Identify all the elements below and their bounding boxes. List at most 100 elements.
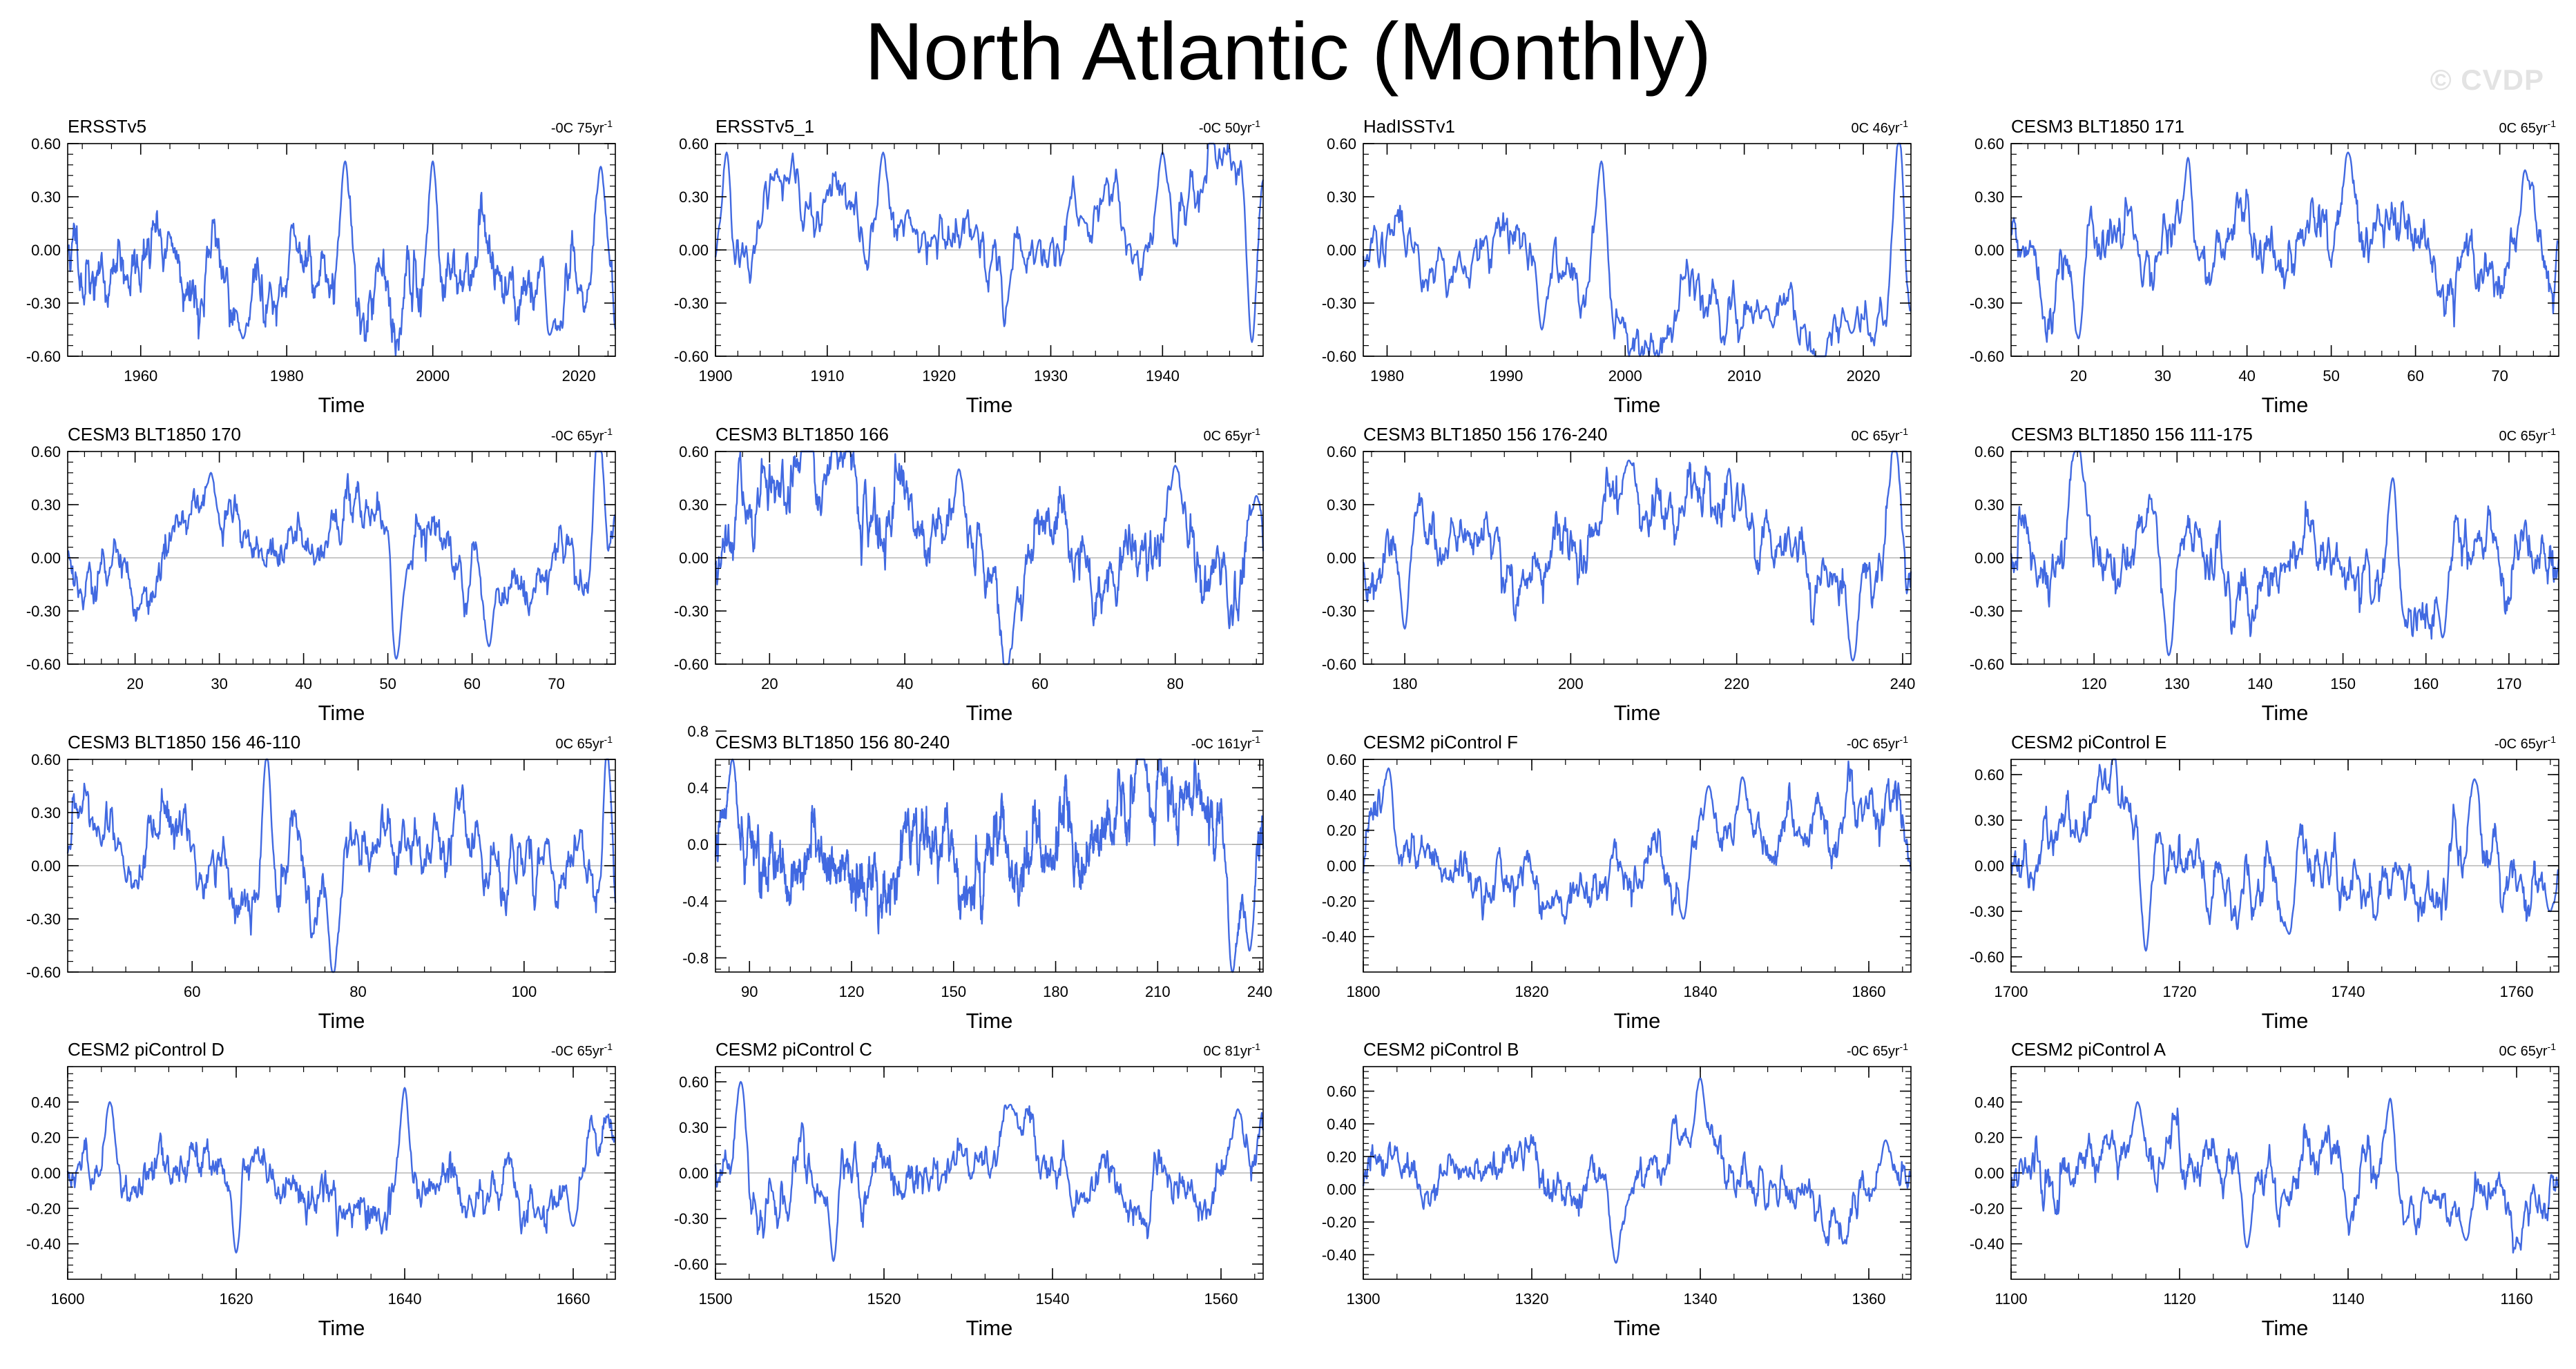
y-tick-label: 0.20 [1327, 1148, 1356, 1165]
x-tick-label: 1960 [124, 367, 157, 385]
x-tick-label: 1100 [1995, 1290, 2027, 1308]
x-tick-label: 60 [1032, 675, 1048, 692]
y-tick-label: -0.60 [1322, 656, 1356, 673]
chart-panel-10: CESM3 BLT1850 156 80-240 -0C 161yr-1 -0.8 -… [682, 723, 1272, 1033]
panel-title: ERSSTv5_1 [715, 116, 814, 137]
x-tick-label: 1500 [699, 1290, 733, 1308]
chart-panel-4: CESM3 BLT1850 171 0C 65yr-1 -0.60 -0.30 0.00… [1970, 116, 2559, 417]
y-tick-label: 0.60 [1327, 135, 1356, 153]
series-line [714, 142, 1265, 343]
x-axis-label: Time [966, 1316, 1013, 1340]
y-tick-label: -0.30 [1970, 295, 2004, 312]
y-tick-label: -0.60 [674, 1256, 709, 1273]
x-tick-label: 1600 [51, 1290, 85, 1308]
y-tick-label: 0.00 [679, 550, 709, 567]
x-tick-label: 40 [2238, 367, 2255, 385]
y-tick-label: -0.40 [1322, 1246, 1356, 1263]
y-tick-label: 0.00 [679, 242, 709, 259]
y-tick-label: 0.30 [1974, 188, 2004, 206]
figure-title: North Atlantic (Monthly) [864, 6, 1712, 97]
y-tick-label: 0.30 [1327, 188, 1356, 206]
y-tick-label: -0.30 [674, 603, 709, 620]
y-tick-label: -0.40 [26, 1236, 61, 1253]
x-tick-label: 1540 [1036, 1290, 1070, 1308]
x-tick-label: 60 [2407, 367, 2423, 385]
y-tick-label: -0.60 [26, 964, 61, 981]
panel-title: CESM3 BLT1850 156 46-110 [68, 732, 300, 753]
y-tick-label: 0.00 [31, 1165, 61, 1182]
panel-annotation: 0C 65yr-1 [556, 734, 613, 752]
x-tick-label: 1980 [270, 367, 304, 385]
y-tick-label: 0.4 [687, 779, 709, 797]
chart-panel-9: CESM3 BLT1850 156 46-110 0C 65yr-1 -0.60 -0… [26, 732, 617, 1033]
x-tick-label: 120 [839, 983, 865, 1000]
x-tick-label: 1760 [2500, 983, 2534, 1000]
y-tick-label: 0.30 [679, 1119, 709, 1136]
y-tick-label: -0.20 [1970, 1200, 2004, 1217]
x-tick-label: 1860 [1852, 983, 1886, 1000]
y-tick-label: -0.30 [26, 603, 61, 620]
chart-panel-5: CESM3 BLT1850 170 -0C 65yr-1 -0.60 -0.30 0.0… [26, 424, 616, 725]
panel-title: CESM3 BLT1850 156 111-175 [2011, 424, 2253, 445]
series-line [2010, 758, 2559, 952]
chart-panel-8: CESM3 BLT1850 156 111-175 0C 65yr-1 -0.60 -… [1970, 424, 2560, 725]
x-tick-label: 20 [761, 675, 778, 692]
y-tick-label: -0.30 [26, 295, 61, 312]
x-tick-label: 20 [2070, 367, 2086, 385]
y-tick-label: -0.60 [1970, 348, 2004, 365]
y-tick-label: 0.40 [1327, 786, 1356, 804]
y-tick-label: -0.60 [1970, 656, 2004, 673]
plot-frame [1363, 1066, 1912, 1280]
x-tick-label: 60 [184, 983, 200, 1000]
y-tick-label: -0.30 [674, 295, 709, 312]
y-tick-label: 0.20 [1327, 822, 1356, 839]
x-tick-label: 90 [741, 983, 758, 1000]
x-tick-label: 1930 [1034, 367, 1068, 385]
x-tick-label: 1910 [810, 367, 844, 385]
x-axis-label: Time [1614, 701, 1661, 725]
x-tick-label: 20 [126, 675, 143, 692]
x-tick-label: 80 [349, 983, 366, 1000]
x-tick-label: 150 [2330, 675, 2356, 692]
y-tick-label: -0.4 [682, 893, 709, 910]
y-tick-label: 0.60 [679, 443, 709, 460]
x-tick-label: 1640 [388, 1290, 422, 1308]
y-tick-label: -0.20 [1322, 893, 1356, 910]
y-tick-label: 0.60 [679, 1074, 709, 1091]
series-line [714, 1080, 1265, 1262]
chart-panel-3: HadISSTv1 0C 46yr-1 -0.60 -0.30 0.00 0.30 0.60… [1322, 116, 1912, 417]
y-tick-label: 0.00 [31, 550, 61, 567]
y-tick-label: 0.8 [687, 723, 709, 740]
x-axis-label: Time [318, 1009, 365, 1033]
panel-title: CESM3 BLT1850 156 176-240 [1363, 424, 1608, 445]
y-tick-label: 0.00 [31, 242, 61, 259]
watermark: © CVDP [2430, 64, 2544, 96]
panel-title: HadISSTv1 [1363, 116, 1455, 137]
x-tick-label: 1560 [1204, 1290, 1238, 1308]
y-tick-label: -0.8 [682, 949, 709, 967]
series-line [2010, 450, 2560, 657]
series-line [66, 1087, 617, 1254]
panel-annotation: -0C 65yr-1 [551, 426, 613, 444]
x-axis-label: Time [318, 1316, 365, 1340]
x-tick-label: 1120 [2163, 1290, 2195, 1308]
y-tick-label: 0.30 [679, 496, 709, 514]
x-axis-label: Time [318, 393, 365, 417]
y-tick-label: 0.40 [31, 1094, 61, 1111]
y-tick-label: 0.60 [31, 135, 61, 153]
panel-annotation: -0C 161yr-1 [1191, 734, 1260, 752]
y-tick-label: 0.30 [1327, 496, 1356, 514]
panel-title: CESM2 piControl B [1363, 1039, 1519, 1060]
x-tick-label: 1920 [922, 367, 956, 385]
x-tick-label: 70 [548, 675, 564, 692]
y-tick-label: -0.60 [674, 348, 709, 365]
y-tick-label: 0.00 [31, 857, 61, 875]
x-tick-label: 220 [1724, 675, 1749, 692]
panel-annotation: 0C 65yr-1 [1204, 426, 1261, 444]
y-tick-label: 0.30 [1974, 812, 2004, 829]
y-tick-label: 0.00 [1327, 242, 1356, 259]
chart-panel-7: CESM3 BLT1850 156 176-240 0C 65yr-1 -0.60 -… [1322, 424, 1916, 725]
x-tick-label: 1820 [1515, 983, 1549, 1000]
x-tick-label: 180 [1392, 675, 1418, 692]
